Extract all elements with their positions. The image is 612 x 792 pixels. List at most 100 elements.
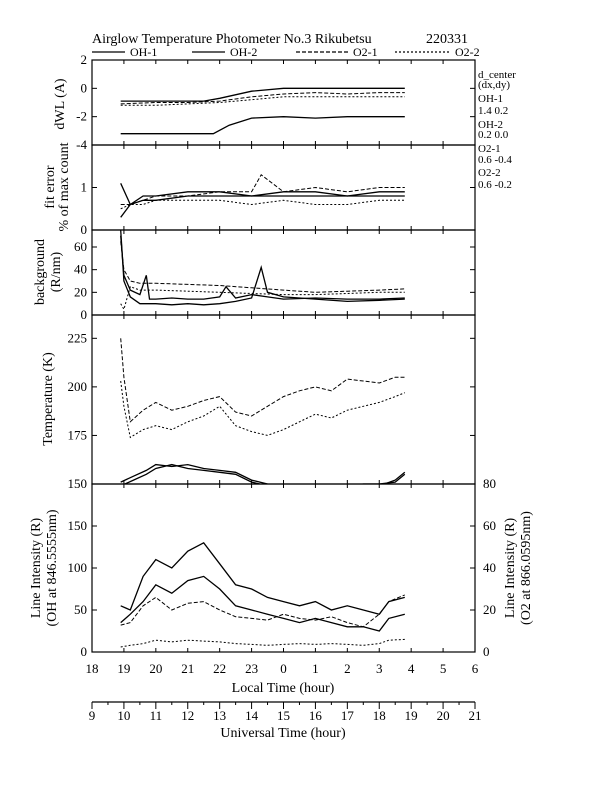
y-axis-label: background [33, 239, 48, 305]
universal-time-tick-label: 16 [309, 708, 323, 723]
universal-time-label: Universal Time (hour) [220, 726, 346, 741]
panel-background: 0 20 40 60 background (R/nm) [33, 229, 476, 322]
series-line-o2-1 [120, 594, 405, 628]
series-line-oh-1 [120, 183, 405, 206]
y-tick-label: 60 [74, 239, 87, 254]
local-time-tick-label: 5 [440, 661, 447, 676]
local-time-tick-label: 6 [472, 661, 479, 676]
series-line-oh-2 [120, 575, 405, 632]
universal-time-tick-label: 12 [181, 708, 194, 723]
local-time-tick-label: 2 [344, 661, 351, 676]
universal-time-tick-label: 20 [437, 708, 450, 723]
y-tick-label: 0 [81, 80, 88, 95]
series-line-oh-2 [120, 230, 405, 306]
universal-time-tick-label: 11 [150, 708, 163, 723]
series-line-o2-2 [120, 199, 405, 210]
y-axis-label: Line Intensity (R) [29, 518, 44, 619]
local-time-tick-label: 22 [213, 661, 226, 676]
side-info-line: OH-2 [478, 119, 503, 131]
universal-time-tick-label: 13 [213, 708, 226, 723]
y-tick-label: 100 [68, 560, 88, 575]
panel-fit-error: 0 1 fit error% of max count [43, 142, 476, 237]
series-line-o2-1 [120, 92, 405, 105]
universal-time-tick-label: 18 [373, 708, 386, 723]
side-info-line: 0.6 -0.4 [478, 154, 512, 166]
legend-label-o2-2: O2-2 [455, 45, 480, 59]
date-code: 220331 [426, 32, 468, 47]
series-line-oh-2 [123, 463, 406, 484]
universal-time-tick-label: 19 [405, 708, 418, 723]
y-tick-label: 0 [81, 644, 88, 659]
local-time-label: Local Time (hour) [232, 681, 335, 696]
series-line-oh-1 [120, 463, 406, 484]
d-center-info: d_center(dx,dy) OH-11.4 0.2 OH-20.2 0.0 O2-… [478, 69, 516, 191]
y-tick-label: 1 [81, 180, 88, 195]
y-tick-label: 50 [74, 602, 87, 617]
y-tick-label: 20 [74, 284, 87, 299]
universal-time-tick-label: 9 [89, 708, 96, 723]
y-right-tick-label: 60 [483, 518, 496, 533]
y-tick-label: 2 [81, 52, 88, 67]
panel-frame [91, 144, 476, 231]
series-line-o2-2 [120, 380, 405, 439]
series-line-oh-2 [120, 195, 405, 218]
series-line-o2-1 [120, 174, 405, 205]
series-line-o2-2 [120, 638, 405, 648]
y-tick-label: 175 [68, 427, 88, 442]
side-info-line: (dx,dy) [478, 79, 510, 91]
side-info-line: 0.6 -0.2 [478, 179, 512, 191]
local-time-tick-label: 3 [376, 661, 383, 676]
y-tick-label: 0 [81, 307, 88, 322]
side-info-line: d_center [478, 69, 516, 81]
y-axis-label: dWL (A) [53, 78, 68, 130]
y-axis-sublabel: (OH at 846.5555nm) [45, 509, 60, 626]
y-right-tick-label: 0 [483, 644, 490, 659]
side-info-line: O2-2 [478, 167, 501, 179]
panels: -4 -2 0 2 dWL (A) 0 1 fit error% of max count 0 2… [29, 52, 534, 659]
panel-frame [91, 314, 476, 485]
local-time-tick-label: 1 [312, 661, 319, 676]
universal-time-tick-label: 10 [117, 708, 130, 723]
y-tick-label: -4 [76, 137, 87, 152]
legend-label-oh-1: OH-1 [130, 45, 157, 59]
universal-time-axis: 9 10 11 12 13 14 15 16 17 18 19 20 21 [89, 701, 482, 723]
legend-label-oh-2: OH-2 [230, 45, 257, 59]
y-tick-label: 40 [74, 262, 87, 277]
series-line-oh-1 [120, 235, 405, 300]
series-line-oh-2 [120, 116, 405, 135]
y-tick-label: 150 [68, 476, 88, 491]
local-time-tick-label: 21 [181, 661, 194, 676]
y-tick-label: 200 [68, 379, 88, 394]
y-tick-label: -2 [76, 109, 87, 124]
y-axis-label: fit error [43, 165, 58, 208]
y-axis-sublabel: % of max count [57, 142, 72, 231]
panel-temperature: 150 175 200 225 Temperature (K) [41, 314, 476, 491]
y-right-axis-sublabel: (O2 at 866.0595nm) [519, 511, 534, 625]
y-right-axis-label: Line Intensity (R) [503, 518, 518, 619]
side-info-line: OH-1 [478, 93, 503, 105]
universal-time-tick-label: 14 [245, 708, 259, 723]
y-right-tick-label: 80 [483, 476, 496, 491]
local-time-tick-label: 18 [86, 661, 99, 676]
universal-time-tick-label: 17 [341, 708, 355, 723]
y-tick-label: 225 [68, 330, 88, 345]
series-line-o2-1 [120, 241, 405, 293]
legend: OH-1 OH-2 O2-1 O2-2 [92, 45, 480, 59]
y-right-tick-label: 20 [483, 602, 496, 617]
local-time-tick-label: 4 [408, 661, 415, 676]
panel-frame [91, 59, 476, 146]
y-axis-label: Temperature (K) [41, 352, 56, 446]
series-line-oh-1 [120, 541, 405, 615]
chart-title: Airglow Temperature Photometer No.3 Riku… [92, 32, 372, 47]
local-time-tick-label: 23 [245, 661, 258, 676]
legend-label-o2-1: O2-1 [353, 45, 378, 59]
series-line-o2-1 [120, 338, 405, 423]
y-tick-label: 0 [81, 222, 88, 237]
y-axis-sublabel: (R/nm) [49, 251, 64, 292]
panel-dwl: -4 -2 0 2 dWL (A) [53, 52, 476, 152]
side-info-line: O2-1 [478, 143, 501, 155]
local-time-tick-label: 0 [280, 661, 287, 676]
series-line-oh-1 [120, 87, 405, 102]
